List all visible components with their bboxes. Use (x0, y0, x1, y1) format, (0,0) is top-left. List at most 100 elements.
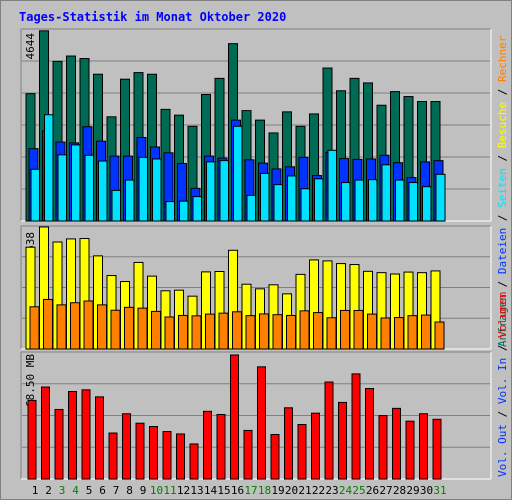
day-label-17: 17 (244, 484, 257, 497)
bar-rechner-day-26 (367, 313, 377, 350)
day-label-8: 8 (126, 484, 133, 497)
bar-volumen-day-2 (41, 386, 50, 480)
day-label-29: 29 (406, 484, 419, 497)
legend-vol-in: Vol. In (496, 358, 509, 404)
legend-separator: / (496, 208, 509, 228)
bar-seiten-day-8 (125, 179, 135, 222)
bar-rechner-day-9 (137, 307, 148, 350)
legend-seiten: Seiten (496, 168, 509, 208)
day-label-15: 15 (217, 484, 230, 497)
legend-vol-out: Vol. Out (496, 424, 509, 477)
bar-seiten-day-14 (206, 161, 216, 222)
bar-seiten-day-24 (341, 182, 351, 222)
bar-rechner-day-25 (353, 309, 364, 350)
bar-seiten-day-27 (381, 164, 392, 222)
bar-volumen-day-22 (311, 412, 320, 480)
bar-seiten-day-6 (98, 160, 108, 222)
bar-rechner-day-6 (97, 304, 107, 350)
chart-title: Tages-Statistik im Monat Oktober 2020 (19, 10, 286, 24)
bar-seiten-day-3 (57, 154, 68, 222)
visits-bars (25, 226, 445, 350)
bar-seiten-day-26 (368, 179, 378, 222)
bar-volumen-day-3 (54, 408, 64, 480)
bar-volumen-day-18 (257, 366, 266, 480)
legend-separator: / (496, 82, 509, 102)
day-label-25: 25 (352, 484, 365, 497)
day-label-23: 23 (325, 484, 338, 497)
day-label-10: 10 (150, 484, 163, 497)
day-label-9: 9 (140, 484, 147, 497)
bar-rechner-day-17 (245, 315, 256, 350)
bar-volumen-day-24 (338, 401, 347, 480)
bar-volumen-day-20 (284, 407, 293, 480)
day-label-7: 7 (113, 484, 120, 497)
bar-volumen-day-26 (365, 388, 374, 480)
bar-seiten-day-17 (246, 194, 257, 222)
bar-seiten-day-28 (395, 179, 405, 222)
bar-rechner-day-23 (326, 317, 337, 350)
bar-rechner-day-30 (421, 314, 431, 350)
bar-seiten-day-2 (44, 114, 54, 222)
day-label-6: 6 (99, 484, 106, 497)
legend-separator: / (496, 404, 509, 424)
bar-volumen-day-23 (324, 381, 334, 480)
day-label-26: 26 (366, 484, 379, 497)
bar-seiten-day-22 (314, 178, 324, 222)
day-labels: 1 2 3 4 5 6 7 8 9 10 11 12 13 14 15 16 17 18 19 20 21 22 23 24 2… (32, 484, 447, 497)
bar-volumen-day-17 (243, 429, 253, 480)
bar-volumen-day-31 (432, 418, 442, 480)
bar-rechner-day-12 (178, 314, 188, 350)
bar-rechner-day-7 (110, 309, 121, 350)
legend-separator: / (496, 274, 509, 294)
day-label-18: 18 (258, 484, 271, 497)
bar-volumen-day-6 (95, 396, 104, 480)
bar-seiten-day-20 (287, 175, 297, 222)
bar-seiten-day-13 (192, 196, 203, 222)
bar-seiten-day-21 (300, 188, 311, 222)
bar-rechner-day-24 (340, 309, 350, 350)
bar-rechner-day-27 (380, 317, 391, 350)
bar-rechner-day-11 (164, 316, 175, 350)
day-label-5: 5 (86, 484, 93, 497)
bar-volumen-day-29 (405, 420, 415, 480)
bar-volumen-day-1 (27, 399, 37, 480)
bar-rechner-day-29 (407, 315, 418, 350)
legend-top: Anfragen / Dateien / Seiten / Besuche / … (496, 35, 509, 347)
bar-rechner-day-15 (218, 312, 229, 350)
day-label-30: 30 (420, 484, 433, 497)
legend-volumen: Volumen (496, 292, 509, 338)
bar-seiten-day-23 (327, 149, 338, 222)
bar-volumen-day-28 (392, 407, 401, 480)
bar-volumen-day-5 (81, 389, 91, 480)
bar-volumen-day-15 (216, 413, 226, 480)
bar-rechner-day-22 (313, 312, 323, 350)
day-label-19: 19 (271, 484, 284, 497)
bar-volumen-day-9 (135, 422, 145, 480)
bar-seiten-day-10 (152, 158, 162, 222)
legend-separator: / (496, 148, 509, 168)
volume-bars (27, 354, 442, 480)
day-label-13: 13 (190, 484, 203, 497)
legend-anfragen: Anfragen (496, 294, 509, 347)
bar-seiten-day-12 (179, 200, 189, 222)
axis-max-label: 68.50 MB (24, 354, 37, 407)
bar-volumen-day-14 (203, 410, 212, 480)
day-label-28: 28 (393, 484, 406, 497)
day-label-27: 27 (379, 484, 392, 497)
bar-seiten-day-30 (422, 186, 432, 222)
bar-seiten-day-29 (408, 182, 419, 222)
day-label-4: 4 (72, 484, 79, 497)
bar-volumen-day-7 (108, 432, 118, 480)
bar-volumen-day-30 (419, 413, 428, 480)
bar-rechner-day-3 (56, 304, 67, 350)
bar-volumen-day-8 (122, 413, 131, 480)
bar-volumen-day-4 (68, 390, 77, 480)
bar-volumen-day-27 (378, 415, 388, 480)
bar-volumen-day-16 (230, 354, 239, 480)
bar-seiten-day-31 (435, 173, 446, 222)
bar-volumen-day-10 (149, 426, 158, 480)
legend-dateien: Dateien (496, 228, 509, 274)
bar-rechner-day-21 (299, 310, 310, 350)
